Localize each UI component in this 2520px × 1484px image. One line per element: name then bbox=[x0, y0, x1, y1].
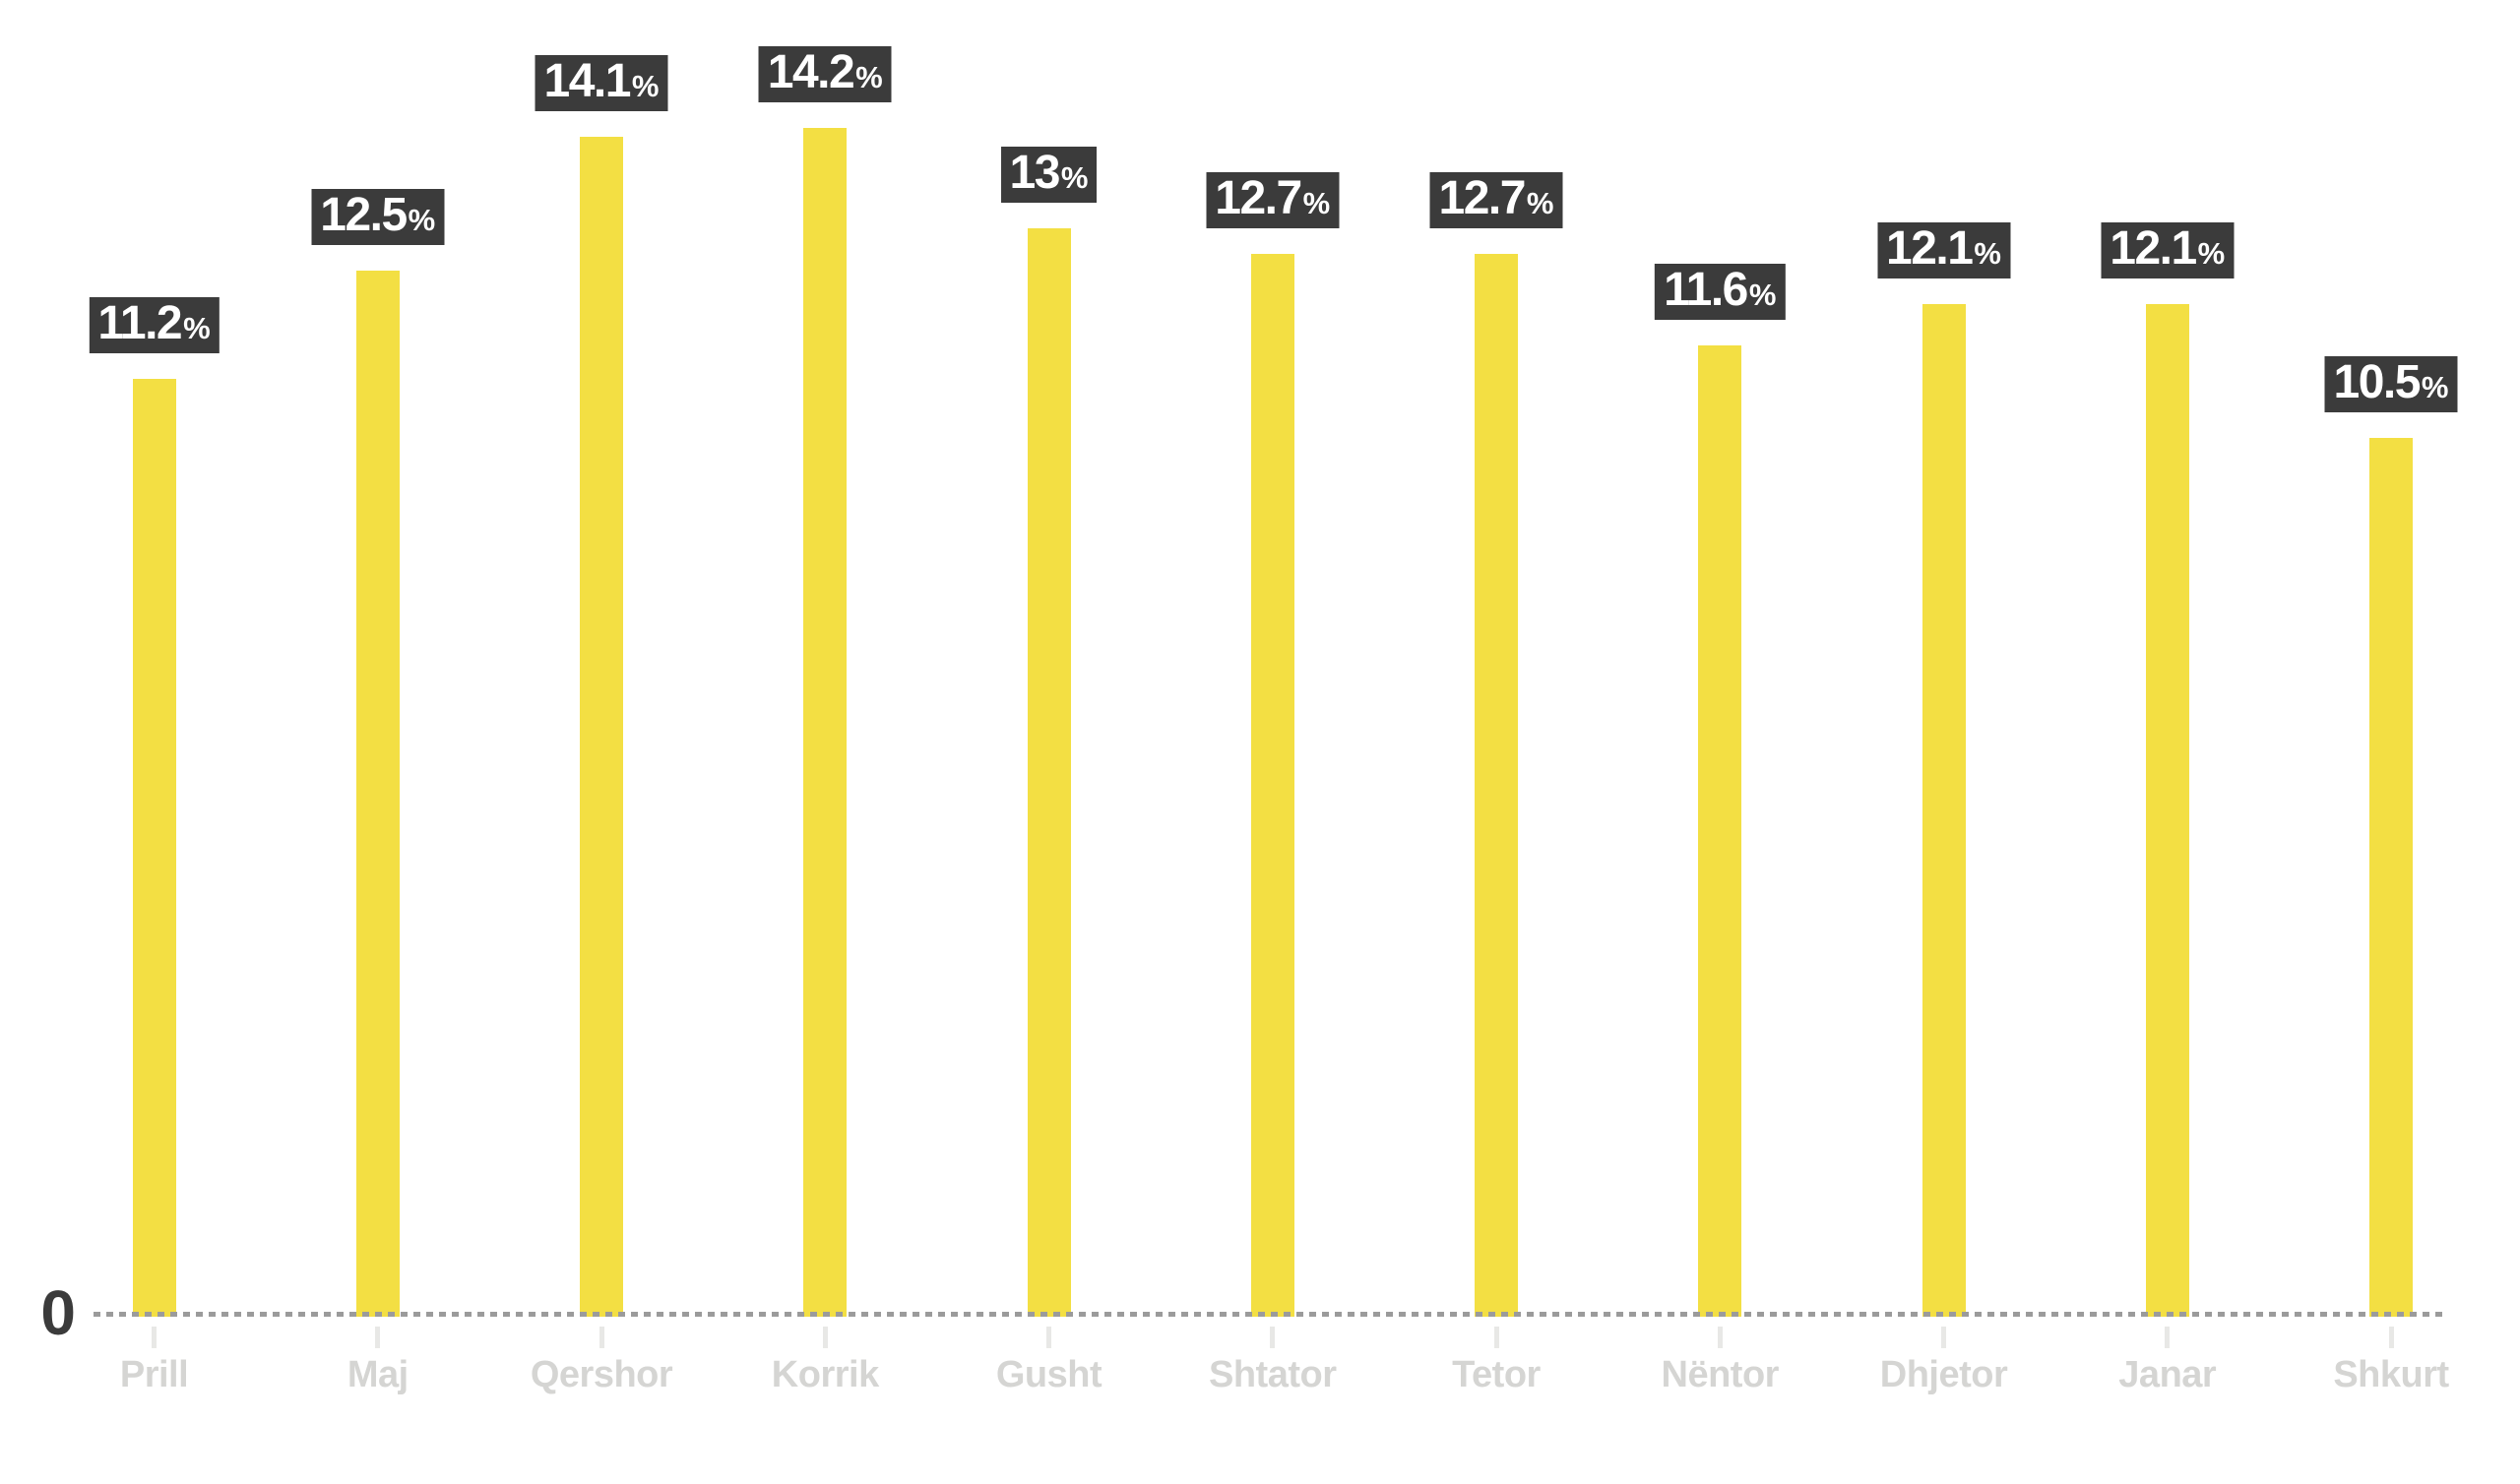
tick-mark bbox=[152, 1327, 157, 1348]
x-axis-label: Gusht bbox=[995, 1354, 1102, 1395]
value-label: 11.2% bbox=[89, 297, 220, 353]
percent-sign: % bbox=[2197, 236, 2226, 271]
bar bbox=[2369, 438, 2413, 1317]
value-label: 12.7% bbox=[1429, 172, 1563, 228]
value-label: 11.6% bbox=[1655, 264, 1786, 320]
value-label: 13% bbox=[1000, 147, 1098, 203]
value-label: 14.2% bbox=[758, 46, 892, 102]
tick-mark bbox=[1941, 1327, 1946, 1348]
value-number: 12.1 bbox=[1886, 222, 1974, 275]
value-number: 10.5 bbox=[2333, 356, 2422, 408]
bar bbox=[355, 271, 400, 1317]
value-label: 12.7% bbox=[1206, 172, 1340, 228]
value-number: 13 bbox=[1009, 147, 1061, 199]
bar bbox=[1250, 254, 1294, 1317]
x-axis-label: Qershor bbox=[530, 1354, 673, 1395]
x-axis-label: Korrik bbox=[771, 1354, 879, 1395]
value-number: 14.1 bbox=[543, 55, 632, 107]
x-axis-label: Prill bbox=[119, 1354, 189, 1395]
value-label: 14.1% bbox=[535, 55, 668, 111]
value-label: 12.1% bbox=[2101, 222, 2235, 278]
percent-sign: % bbox=[1060, 160, 1089, 195]
tick-mark bbox=[598, 1327, 604, 1348]
value-number: 11.6 bbox=[1664, 264, 1748, 316]
x-axis-label: Nëntor bbox=[1661, 1354, 1780, 1395]
value-number: 12.5 bbox=[320, 189, 408, 241]
bar bbox=[803, 128, 848, 1317]
percent-sign: % bbox=[1302, 186, 1331, 220]
y-axis-zero-label: 0 bbox=[40, 1277, 76, 1348]
percent-sign: % bbox=[183, 311, 211, 345]
value-label: 12.1% bbox=[1877, 222, 2010, 278]
bar bbox=[580, 137, 623, 1317]
value-number: 12.7 bbox=[1438, 172, 1527, 224]
value-label: 12.5% bbox=[311, 189, 445, 245]
percent-sign: % bbox=[855, 60, 883, 94]
bar bbox=[1922, 304, 1966, 1317]
x-axis-label: Shkurt bbox=[2333, 1354, 2449, 1395]
tick-mark bbox=[1493, 1327, 1499, 1348]
x-axis-label: Tetor bbox=[1452, 1354, 1541, 1395]
tick-mark bbox=[1046, 1327, 1051, 1348]
tick-mark bbox=[375, 1327, 381, 1348]
percent-sign: % bbox=[1974, 236, 2001, 271]
tick-mark bbox=[1270, 1327, 1276, 1348]
bar bbox=[132, 379, 176, 1317]
value-number: 12.7 bbox=[1215, 172, 1302, 224]
percent-sign: % bbox=[2421, 370, 2449, 404]
value-label: 10.5% bbox=[2324, 356, 2458, 412]
value-number: 14.2 bbox=[767, 46, 855, 98]
tick-mark bbox=[2388, 1327, 2394, 1348]
bar bbox=[1475, 254, 1518, 1317]
percent-sign: % bbox=[1526, 186, 1554, 220]
x-axis-label: Janar bbox=[2118, 1354, 2217, 1395]
x-axis-label: Maj bbox=[346, 1354, 409, 1395]
bar bbox=[1698, 345, 1742, 1317]
tick-mark bbox=[822, 1327, 828, 1348]
percent-sign: % bbox=[408, 203, 436, 237]
x-axis-baseline bbox=[94, 1312, 2448, 1317]
x-axis-label: Dhjetor bbox=[1879, 1354, 2008, 1395]
value-number: 11.2 bbox=[97, 297, 182, 349]
bar bbox=[1027, 228, 1071, 1317]
percent-sign: % bbox=[1748, 278, 1777, 312]
percent-sign: % bbox=[631, 69, 660, 103]
tick-mark bbox=[1717, 1327, 1723, 1348]
tick-mark bbox=[2165, 1327, 2171, 1348]
value-number: 12.1 bbox=[2110, 222, 2197, 275]
bar bbox=[2145, 304, 2189, 1317]
x-axis-label: Shtator bbox=[1209, 1354, 1337, 1395]
